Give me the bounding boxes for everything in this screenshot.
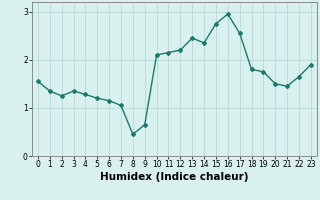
X-axis label: Humidex (Indice chaleur): Humidex (Indice chaleur): [100, 172, 249, 182]
